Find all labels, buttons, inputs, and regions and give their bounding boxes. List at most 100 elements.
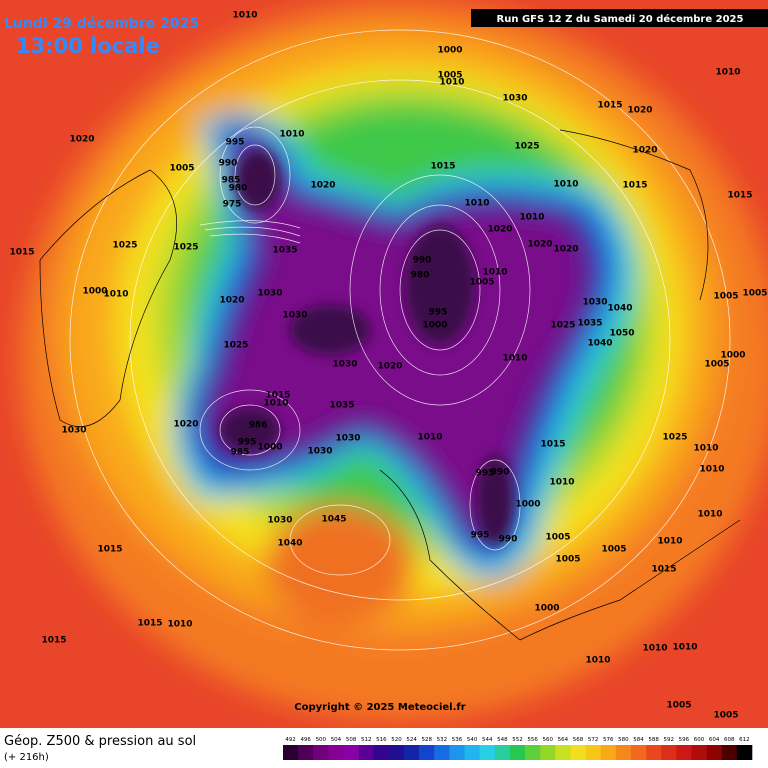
- scale-label: 504: [331, 737, 342, 743]
- pressure-label: 1010: [482, 268, 507, 278]
- pressure-label: 990: [219, 159, 238, 169]
- scale-label: 592: [664, 737, 675, 743]
- scale-label: 548: [497, 737, 508, 743]
- pressure-label: 1000: [534, 604, 559, 614]
- pressure-label: 995: [226, 138, 245, 148]
- pressure-label: 1000: [82, 287, 107, 297]
- scale-swatch: [373, 745, 390, 760]
- pressure-label: 1040: [587, 339, 612, 349]
- pressure-label: 1040: [277, 539, 302, 549]
- scale-label: 572: [588, 737, 599, 743]
- pressure-label: 1005: [555, 555, 580, 565]
- pressure-label: 1010: [672, 643, 697, 653]
- scale-swatch: [358, 745, 375, 760]
- scale-swatch: [570, 745, 586, 760]
- scale-label: 564: [558, 737, 569, 743]
- pressure-label: 1010: [553, 180, 578, 190]
- pressure-label: 1025: [112, 241, 137, 251]
- scale-label: 604: [709, 737, 720, 743]
- scale-label: 520: [391, 737, 402, 743]
- scale-swatch: [419, 745, 435, 760]
- pressure-label: 1005: [742, 289, 767, 299]
- scale-swatch: [630, 745, 647, 760]
- pressure-label: 1005: [437, 71, 462, 81]
- scale-label: 568: [573, 737, 584, 743]
- scale-swatch: [691, 745, 707, 760]
- pressure-label: 1010: [232, 11, 257, 21]
- pressure-label: 1030: [332, 360, 357, 370]
- scale-label: 528: [421, 737, 432, 743]
- scale-swatch: [706, 745, 723, 760]
- scale-label: 580: [618, 737, 629, 743]
- scale-label: 552: [512, 737, 523, 743]
- pressure-label: 1005: [169, 164, 194, 174]
- scale-label: 560: [543, 737, 554, 743]
- scale-swatch: [283, 745, 299, 760]
- pressure-label: 995: [238, 438, 257, 448]
- pressure-label: 1000: [515, 500, 540, 510]
- pressure-label: 1030: [282, 311, 307, 321]
- pressure-label: 1005: [545, 533, 570, 543]
- pressure-label: 1015: [41, 636, 66, 646]
- pressure-label: 1020: [487, 225, 512, 235]
- scale-label: 600: [694, 737, 705, 743]
- pressure-label: 1030: [502, 94, 527, 104]
- scale-label: 508: [346, 737, 357, 743]
- pressure-label: 1025: [514, 142, 539, 152]
- legend-title: Géop. Z500 & pression au sol: [4, 734, 196, 749]
- scale-swatch: [721, 745, 738, 760]
- scale-swatch: [555, 745, 571, 760]
- scale-label: 588: [648, 737, 659, 743]
- scale-swatch: [615, 745, 632, 760]
- scale-swatch: [600, 745, 617, 760]
- geopotential-field: [0, 0, 768, 728]
- lead-time: (+ 216h): [4, 752, 49, 763]
- pressure-label: 1015: [97, 545, 122, 555]
- pressure-label: 1005: [601, 545, 626, 555]
- scale-swatch: [404, 745, 420, 760]
- scale-swatch: [540, 745, 556, 760]
- scale-label: 540: [467, 737, 478, 743]
- scale-label: 532: [437, 737, 448, 743]
- pressure-label: 1025: [173, 243, 198, 253]
- pressure-label: 1030: [307, 447, 332, 457]
- pressure-label: 985: [222, 176, 241, 186]
- pressure-label: 1010: [697, 510, 722, 520]
- pressure-label: 1000: [422, 321, 447, 331]
- isobars: [69, 29, 731, 651]
- pressure-label: 1020: [310, 181, 335, 191]
- scale-swatch: [525, 745, 541, 760]
- pressure-label: 1015: [622, 181, 647, 191]
- pressure-label: 1030: [257, 289, 282, 299]
- coastlines: [39, 129, 741, 641]
- scale-label: 556: [527, 737, 538, 743]
- pressure-label: 980: [411, 271, 430, 281]
- pressure-label: 995: [471, 531, 490, 541]
- pressure-label: 1010: [715, 68, 740, 78]
- pressure-label: 1010: [502, 354, 527, 364]
- scale-label: 596: [679, 737, 690, 743]
- pressure-label: 995: [429, 308, 448, 318]
- pressure-label: 1010: [657, 537, 682, 547]
- scale-swatch: [479, 745, 496, 760]
- pressure-label: 1005: [704, 360, 729, 370]
- scale-label: 512: [361, 737, 372, 743]
- pressure-label: 1040: [607, 304, 632, 314]
- scale-label: 496: [300, 737, 311, 743]
- pressure-label: 1000: [720, 351, 745, 361]
- pressure-label: 1020: [527, 240, 552, 250]
- pressure-label: 1015: [430, 162, 455, 172]
- scale-swatch: [676, 745, 692, 760]
- pressure-label: 1010: [103, 290, 128, 300]
- scale-swatch: [298, 745, 314, 760]
- pressure-label: 1010: [585, 656, 610, 666]
- pressure-label: 985: [231, 448, 250, 458]
- pressure-label: 1015: [597, 101, 622, 111]
- pressure-label: 1005: [713, 292, 738, 302]
- pressure-label: 1020: [553, 245, 578, 255]
- scale-swatch: [434, 745, 450, 760]
- scale-label: 524: [406, 737, 417, 743]
- pressure-label: 990: [499, 535, 518, 545]
- pressure-label: 1015: [137, 619, 162, 629]
